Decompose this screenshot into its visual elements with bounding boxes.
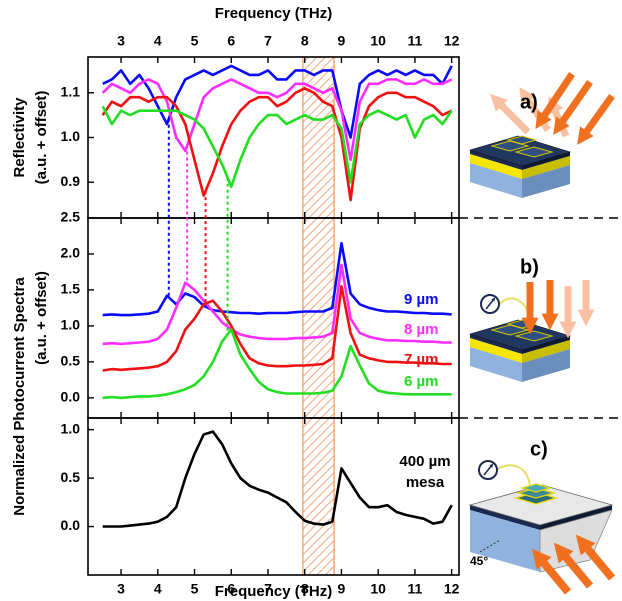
- series-line: [103, 88, 452, 200]
- diagram-shape: [496, 465, 530, 486]
- y-tick-label: 0.0: [61, 517, 81, 533]
- x-tick-label: 9: [338, 33, 346, 49]
- y-tick-label: 0.9: [61, 173, 81, 189]
- y-tick-label: 1.1: [61, 83, 81, 99]
- x-tick-label: 3: [117, 33, 125, 49]
- panel-label: c): [530, 438, 548, 460]
- diagram-shape: [470, 136, 570, 198]
- series-line: [103, 106, 452, 187]
- diagram-shape: [582, 96, 612, 138]
- series-line: [103, 66, 452, 138]
- annotation: 400 µm: [399, 453, 450, 470]
- y-tick-label: 0.5: [61, 353, 81, 369]
- x-tick-label: 5: [191, 33, 199, 49]
- y-tick-label: 0.5: [61, 469, 81, 485]
- panel-label: b): [520, 256, 539, 278]
- y-tick-label: 1.0: [61, 317, 81, 333]
- y-axis-title: (a.u. + offset): [33, 91, 50, 185]
- y-tick-label: 0.0: [61, 389, 81, 405]
- y-tick-label: 2.5: [61, 209, 81, 225]
- panel-label: a): [520, 91, 538, 113]
- series-label: 6 µm: [404, 373, 439, 390]
- page: {"chart_data": [ {"type": "line", "x_lab…: [0, 0, 622, 601]
- y-axis-title: Normalized Photocurrent Spectra: [11, 277, 28, 516]
- series-label: 8 µm: [404, 321, 439, 338]
- x-tick-label: 4: [154, 581, 162, 597]
- shaded-band: [303, 57, 334, 575]
- x-tick-label: 5: [191, 581, 199, 597]
- x-tick-label: 9: [338, 581, 346, 597]
- x-tick-label: 10: [370, 33, 386, 49]
- figure: a) b) c) 45° 3 4 5 6 7 8 9 10 11 12 0.9 1.0 1.1 Frequ…: [0, 0, 622, 601]
- y-tick-label: 1.0: [61, 128, 81, 144]
- series-label: 9 µm: [404, 291, 439, 308]
- x-tick-label: 6: [227, 33, 235, 49]
- x-axis-title: Frequency (THz): [215, 583, 333, 600]
- x-tick-label: 11: [408, 33, 423, 49]
- x-axis-title: Frequency (THz): [215, 5, 333, 22]
- series-line: [103, 432, 452, 527]
- x-tick-label: 12: [444, 581, 460, 597]
- y-tick-label: 1.0: [61, 420, 81, 436]
- y-tick-label: 2.0: [61, 245, 81, 261]
- y-axis-title: Reflectivity: [11, 97, 28, 178]
- annotation: mesa: [406, 474, 445, 491]
- x-tick-label: 10: [370, 581, 386, 597]
- underlay: [303, 57, 334, 575]
- x-tick-label: 11: [408, 581, 423, 597]
- device-diagrams: a) b) c) 45°: [459, 74, 622, 592]
- x-tick-label: 7: [264, 33, 272, 49]
- series-line: [103, 243, 452, 315]
- x-tick-label: 12: [444, 33, 460, 49]
- diagram-shape: [470, 320, 570, 382]
- x-tick-label: 3: [117, 581, 125, 597]
- angle-label: 45°: [470, 554, 488, 568]
- series-line: [103, 286, 452, 370]
- series-label: 7 µm: [404, 351, 439, 368]
- y-tick-label: 1.5: [61, 281, 81, 297]
- y-axis-title: (a.u. + offset): [33, 271, 50, 365]
- x-tick-label: 8: [301, 33, 309, 49]
- series-line: [103, 265, 452, 344]
- x-tick-label: 4: [154, 33, 162, 49]
